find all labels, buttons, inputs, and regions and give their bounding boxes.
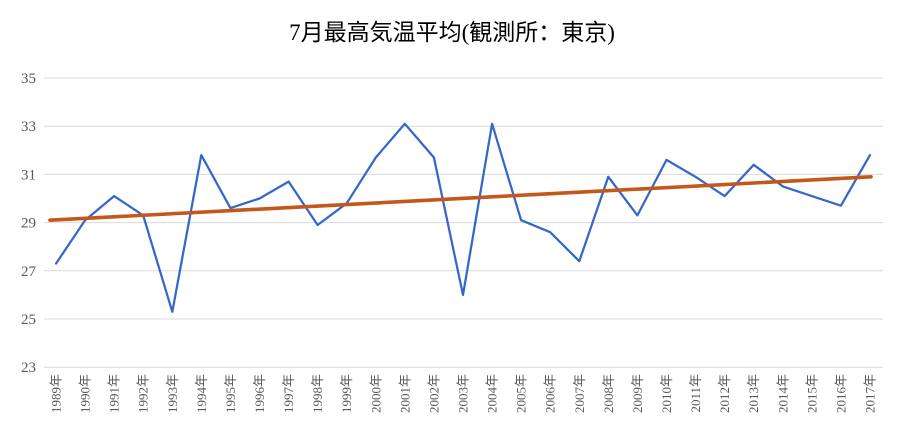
x-axis-tick-label: 2008年 [601,374,616,413]
trendline [48,175,873,222]
y-axis-tick-label: 35 [21,71,36,87]
x-axis-tick-label: 2012年 [717,374,732,413]
x-axis-tick-label: 2013年 [746,374,761,413]
x-axis-tick-label: 1990年 [78,374,93,413]
x-axis-tick-label: 2011年 [688,374,703,413]
x-axis-tick-label: 2001年 [397,374,412,413]
y-axis-tick-label: 31 [21,167,36,183]
x-axis-tick-label: 2016年 [833,374,848,413]
x-axis-tick-label: 1989年 [49,374,64,413]
x-axis-tick-label: 1998年 [310,374,325,413]
x-axis-tick-label: 1993年 [165,374,180,413]
x-axis-tick-label: 2009年 [630,374,645,413]
x-axis-tick-label: 2002年 [426,374,441,413]
x-axis-tick-label: 2005年 [514,374,529,413]
x-axis-tick-label: 2004年 [485,374,500,413]
y-axis-tick-label: 27 [21,264,37,280]
y-axis-tick-label: 23 [21,360,36,376]
x-axis-tick-label: 1995年 [223,374,238,413]
y-axis-tick-label: 29 [21,216,36,232]
x-axis-tick-label: 2015年 [804,374,819,413]
x-axis-tick-label: 1992年 [136,374,151,413]
x-axis-tick-label: 2003年 [456,374,471,413]
x-axis-tick-label: 2007年 [572,374,587,413]
x-axis-tick-label: 1997年 [281,374,296,413]
x-axis-tick-label: 1994年 [194,374,209,413]
x-axis-tick-label: 2014年 [775,374,790,413]
x-axis-tick-label: 2006年 [543,374,558,413]
temperature-series-line [54,122,872,313]
x-axis-tick-label: 2010年 [659,374,674,413]
y-axis-tick-label: 33 [21,119,36,135]
chart-title: 7月最高気温平均(観測所：東京) [289,20,615,45]
x-axis-tick-label: 1991年 [107,374,122,413]
x-axis-tick-label: 1999年 [339,374,354,413]
x-axis-tick-label: 1996年 [252,374,267,413]
x-axis-tick-label: 2000年 [368,374,383,413]
y-axis-tick-label: 25 [21,312,36,328]
x-axis-tick-label: 2017年 [863,374,878,413]
